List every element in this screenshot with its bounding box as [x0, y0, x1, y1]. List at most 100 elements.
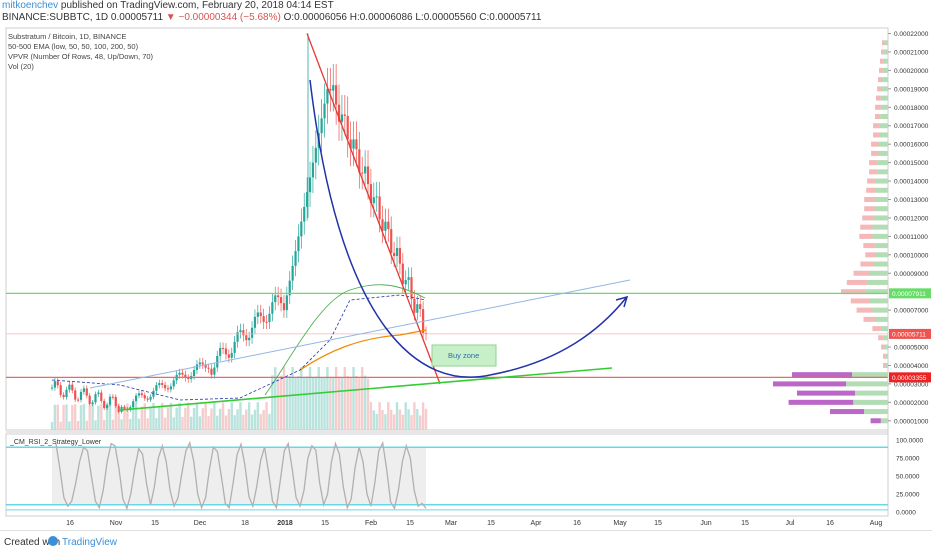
time-axis: 16 Nov 15 Dec 18 2018 15 Feb 15 Mar 15 Apr 16 May 15 Ju…	[66, 520, 882, 527]
volume-bar	[120, 419, 123, 430]
candle-body	[181, 372, 184, 375]
candle-body	[161, 383, 164, 385]
volume-bar	[143, 403, 146, 430]
volume-bar	[282, 367, 286, 430]
ascending-channel-line	[89, 279, 631, 389]
volume-bar	[288, 375, 291, 430]
candle-body	[132, 401, 135, 408]
down-arrow-icon: ▼	[165, 12, 176, 23]
ohlc-values: O:0.00006056 H:0.00006086 L:0.00005560 C…	[283, 12, 542, 23]
volume-bar	[216, 415, 219, 430]
candle-body	[404, 280, 407, 285]
candle-body	[306, 192, 309, 207]
volume-bar	[71, 405, 74, 430]
volume-bar	[227, 409, 231, 430]
volume-bar	[361, 367, 364, 430]
vp-up-bar	[865, 289, 888, 295]
volume-bar	[358, 378, 361, 430]
vp-up-bar	[884, 40, 888, 46]
candle-body	[245, 335, 248, 341]
candle-body	[297, 236, 300, 252]
volume-bar	[326, 367, 329, 430]
vp-up-bar	[880, 95, 888, 101]
volume-bar	[59, 421, 62, 430]
candle-body	[207, 367, 210, 369]
volume-bar	[201, 408, 204, 430]
vp-up-bar	[885, 362, 888, 368]
volume-bar	[294, 377, 297, 430]
candle-body	[349, 139, 352, 149]
volume-bar	[381, 410, 384, 430]
candles	[50, 33, 428, 414]
candle-body	[326, 88, 329, 104]
volume-bar	[407, 409, 410, 430]
volume-bar	[97, 405, 100, 430]
volume-bar	[102, 419, 106, 430]
candle-body	[172, 380, 175, 387]
volume-bar	[337, 376, 341, 430]
price-tick-label: 0.00012000	[894, 215, 929, 222]
candle-body	[372, 197, 375, 204]
vp-up-bar	[880, 418, 888, 424]
volume-bar	[268, 413, 271, 430]
vp-up-bar	[878, 150, 888, 156]
candle-body	[219, 348, 222, 356]
candle-body	[303, 206, 306, 222]
price-tick-label: 0.00001000	[894, 418, 929, 425]
volume-bar	[349, 377, 352, 430]
vp-down-bar	[830, 409, 864, 415]
candle-body	[335, 85, 338, 105]
candle-body	[76, 399, 80, 401]
time-tick-label: 15	[151, 520, 159, 527]
candle-body	[381, 219, 384, 231]
created-with-label: Created with	[4, 537, 61, 548]
tradingview-brand[interactable]: TradingView	[62, 537, 118, 548]
legend-entry-2: 50-500 EMA (low, 50, 50, 100, 200, 50)	[8, 42, 139, 51]
candle-body	[146, 398, 149, 400]
price-tick-label: 0.00002000	[894, 400, 929, 407]
candle-body	[413, 298, 416, 313]
vp-down-bar	[871, 150, 879, 156]
price-tick-label: 0.00020000	[894, 68, 929, 75]
price-tick-label: 0.00014000	[894, 179, 929, 186]
candle-body	[332, 85, 335, 91]
volume-bar	[146, 418, 149, 430]
volume-bar	[189, 416, 193, 430]
volume-bar	[378, 402, 381, 430]
volume-bar	[198, 416, 202, 430]
vp-up-bar	[872, 233, 888, 239]
candle-body	[355, 139, 358, 150]
candle-body	[192, 369, 196, 376]
candle-body	[248, 337, 251, 341]
candle-body	[94, 394, 97, 403]
volume-bar	[187, 402, 190, 430]
volume-bar	[355, 375, 358, 430]
volume-bar	[390, 409, 393, 430]
volume-bar	[210, 408, 213, 430]
candle-body	[143, 395, 146, 399]
vp-up-bar	[853, 399, 888, 405]
candle-body	[221, 348, 225, 350]
volume-bar	[343, 367, 347, 430]
volume-bar	[149, 406, 152, 430]
candle-body	[398, 248, 402, 264]
candle-body	[358, 149, 361, 173]
candle-body	[152, 390, 155, 397]
vp-up-bar	[855, 390, 888, 396]
vp-up-bar	[876, 316, 888, 322]
candle-body	[311, 162, 315, 178]
vp-up-bar	[852, 372, 888, 378]
volume-bar	[123, 406, 126, 430]
price-tick-label: 0.00010000	[894, 252, 929, 259]
chart-canvas[interactable]: Buy zone 0.000220000.000210000.000200000…	[0, 0, 932, 530]
volume-bar	[419, 415, 422, 430]
volume-bar	[305, 376, 309, 430]
volume-bar	[265, 402, 268, 430]
candle-body	[230, 352, 233, 358]
vp-down-bar	[883, 362, 886, 368]
author-link[interactable]: mitkoenchev	[2, 0, 59, 11]
candle-body	[117, 406, 120, 412]
time-tick-label: 15	[741, 520, 749, 527]
candle-body	[268, 313, 271, 322]
rsi-band-fill	[52, 447, 426, 505]
